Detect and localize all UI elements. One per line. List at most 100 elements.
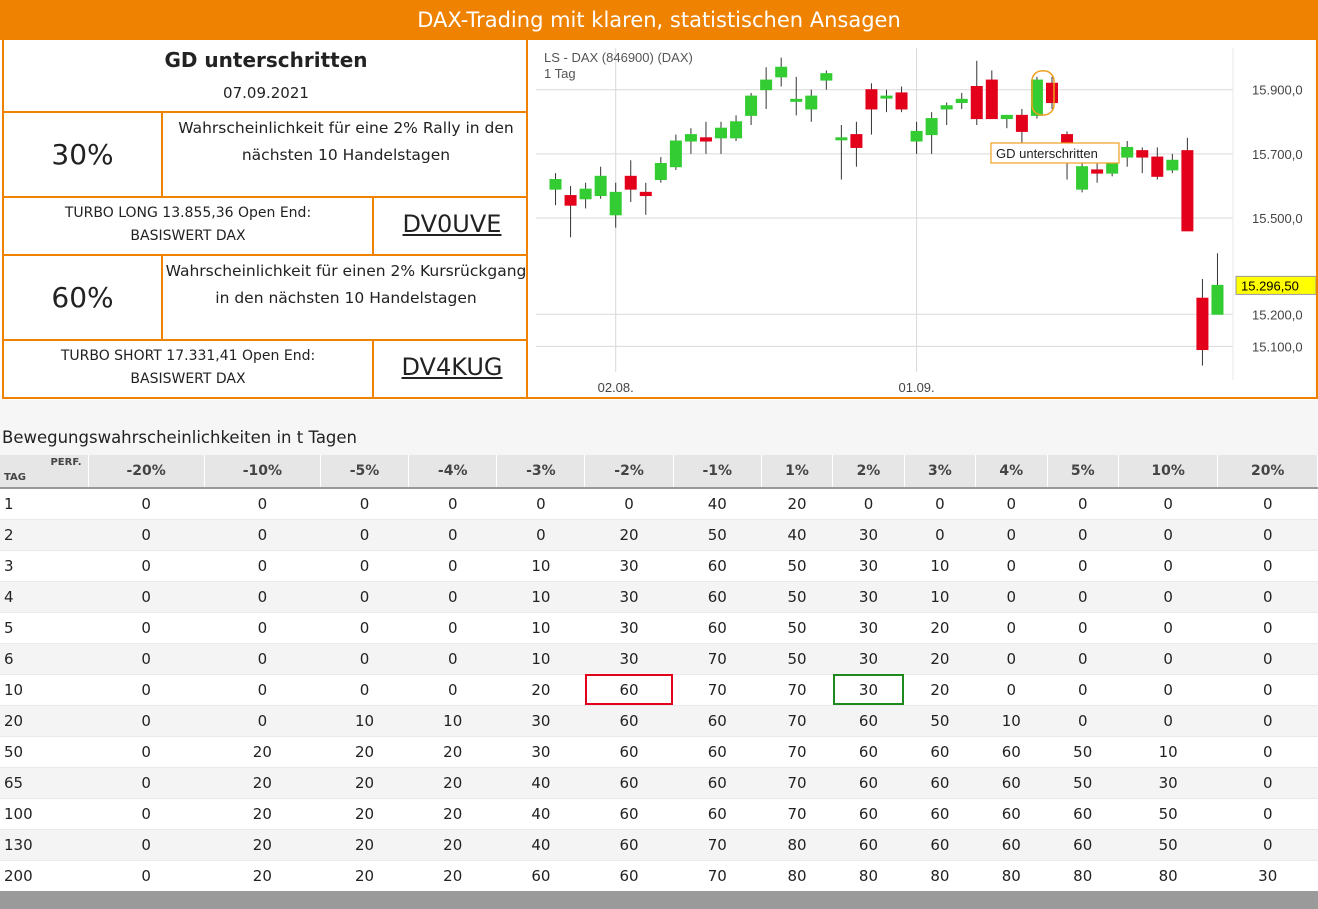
probability-cell: 70 (673, 829, 762, 861)
probability-cell: 0 (88, 860, 205, 892)
probability-cell: 0 (204, 674, 321, 706)
perf-header-label: PERF. (50, 457, 82, 468)
day-cell: 1 (0, 488, 88, 520)
probability-cell: 50 (761, 643, 833, 675)
probability-cell: 50 (761, 550, 833, 582)
probability-cell: 20 (584, 519, 674, 551)
long-turbo-row: TURBO LONG 13.855,36 Open End: BASISWERT… (4, 198, 528, 256)
day-cell: 50 (0, 736, 88, 768)
probability-cell: 80 (761, 860, 833, 892)
probability-cell: 50 (1047, 736, 1119, 768)
candle-up (669, 140, 682, 168)
chart-candles (549, 57, 1224, 366)
probability-cell: 20 (496, 674, 585, 706)
short-turbo-code-link[interactable]: DV4KUG (401, 353, 503, 381)
candle-up (609, 191, 622, 216)
candle-up (910, 130, 923, 142)
probability-cell: 30 (832, 612, 905, 644)
probability-cell: 60 (584, 860, 674, 892)
probability-cell: 40 (673, 488, 762, 520)
dax-candlestick-chart: LS - DAX (846900) (DAX)1 Tag 15.900,0 15.7… (536, 48, 1317, 395)
candle-up (594, 175, 607, 197)
column-header: -5% (320, 455, 410, 489)
probability-cell: 70 (761, 767, 833, 799)
annotation-label: GD unterschritten (996, 146, 1098, 161)
probability-cell: 60 (832, 798, 905, 830)
probability-cell: 30 (832, 674, 905, 706)
probability-cell: 50 (673, 519, 762, 551)
table-row: 3 0 0 0 0 10 30 60 50 30 10 0 0 0 0 (0, 550, 1318, 582)
probability-cell: 0 (204, 519, 321, 551)
probability-cell: 80 (975, 860, 1048, 892)
probability-cell: 10 (496, 581, 585, 613)
tag-header-label: TAG (4, 472, 26, 483)
probability-cell: 0 (320, 550, 409, 582)
probability-cell: 50 (904, 705, 976, 737)
table-row: 50 0 20 20 20 30 60 60 70 60 60 60 50 10 0 (0, 736, 1318, 768)
probability-cell: 60 (673, 736, 762, 768)
signal-date: 07.09.2021 (223, 84, 309, 102)
probability-cell: 60 (673, 705, 762, 737)
candle-up (1000, 114, 1013, 120)
probability-cell: 0 (1118, 488, 1218, 520)
probability-cell: 20 (204, 736, 321, 768)
probability-cell: 20 (204, 860, 321, 892)
probability-cell: 0 (1217, 705, 1318, 737)
candle-up (805, 95, 818, 110)
long-turbo-info: TURBO LONG 13.855,36 Open End: BASISWERT… (4, 198, 374, 254)
candle-up (775, 66, 788, 78)
probability-cell: 0 (1217, 550, 1318, 582)
probability-cell: 10 (408, 705, 497, 737)
probability-cell: 60 (975, 798, 1048, 830)
probability-cell: 30 (1217, 860, 1318, 892)
candle-down (1181, 150, 1194, 232)
probability-cell: 0 (88, 798, 205, 830)
probability-cell: 60 (584, 798, 674, 830)
y-tick-label: 15.100,0 (1252, 339, 1303, 354)
table-row: 65 0 20 20 20 40 60 60 70 60 60 60 50 30 0 (0, 767, 1318, 799)
probability-cell: 0 (1118, 550, 1218, 582)
probability-cell: 20 (408, 860, 497, 892)
probability-cell: 0 (320, 612, 409, 644)
probability-cell: 0 (975, 643, 1048, 675)
column-header: 3% (904, 455, 977, 489)
probability-cell: 60 (584, 705, 674, 737)
probability-cell: 30 (584, 643, 674, 675)
candle-down (895, 92, 908, 110)
candle-up (730, 121, 743, 139)
footer-bar (0, 891, 1318, 909)
candle-up (745, 95, 758, 116)
day-cell: 65 (0, 767, 88, 799)
probability-cell: 70 (761, 798, 833, 830)
probability-table: PERF. TAG -20% -10% -5% -4% -3% -2% -1% 1% 2% 3% 4… (0, 455, 1318, 892)
candle-up (549, 179, 562, 190)
probability-cell: 0 (496, 519, 585, 551)
signal-highlight-ring (1031, 70, 1055, 116)
probability-cell: 50 (761, 612, 833, 644)
probability-cell: 0 (88, 674, 205, 706)
page-title: DAX-Trading mit klaren, statistischen An… (417, 8, 901, 32)
dax-chart-panel: LS - DAX (846900) (DAX) 1 Tag 15.900,0 15.7… (528, 40, 1318, 399)
probability-cell: 60 (584, 674, 674, 706)
probability-cell: 20 (904, 612, 976, 644)
signal-panel: GD unterschritten 07.09.2021 30% Wahrsch… (2, 40, 528, 399)
probability-cell: 60 (904, 829, 976, 861)
table-row: 10 0 0 0 0 20 60 70 70 30 20 0 0 0 0 (0, 674, 1318, 706)
probability-cell: 60 (975, 736, 1048, 768)
probability-cell: 0 (320, 643, 409, 675)
probability-table-title: Bewegungswahrscheinlichkeiten in t Tagen (2, 428, 358, 447)
probability-cell: 20 (320, 829, 409, 861)
probability-cell: 40 (496, 767, 585, 799)
column-header: 5% (1047, 455, 1119, 489)
probability-cell: 0 (88, 829, 205, 861)
probability-cell: 60 (584, 736, 674, 768)
probability-cell: 20 (904, 643, 976, 675)
long-turbo-code-link[interactable]: DV0UVE (402, 210, 502, 238)
table-row: 5 0 0 0 0 10 30 60 50 30 20 0 0 0 0 (0, 612, 1318, 644)
probability-cell: 0 (1217, 581, 1318, 613)
probability-cell: 30 (584, 550, 674, 582)
probability-cell: 60 (832, 705, 905, 737)
probability-cell: 30 (496, 736, 585, 768)
candle-down (865, 89, 878, 110)
probability-cell: 0 (1217, 612, 1318, 644)
